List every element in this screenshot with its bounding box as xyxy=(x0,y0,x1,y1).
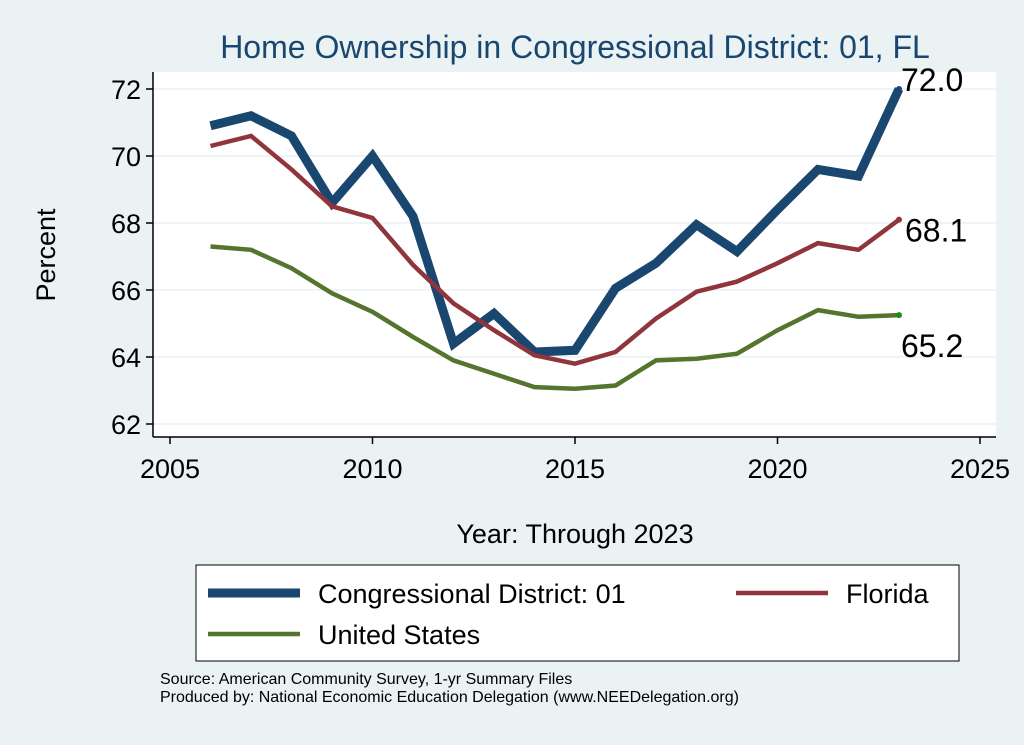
end-label-congressional-district-01: 72.0 xyxy=(901,62,963,98)
legend-label-united-states: United States xyxy=(318,620,480,650)
gridlines xyxy=(153,88,996,425)
legend-label-congressional-district-01: Congressional District: 01 xyxy=(318,579,626,609)
series-line-congressional-district-01 xyxy=(209,87,904,357)
series-end-point-florida xyxy=(896,216,902,223)
end-label-united-states: 65.2 xyxy=(901,328,963,364)
y-axis-ticks: 62 64 66 68 70 72 xyxy=(111,75,153,440)
x-tick-label-2005: 2005 xyxy=(140,454,200,484)
produced-by-note: Produced by: National Economic Education… xyxy=(160,689,739,706)
end-label-florida: 68.1 xyxy=(905,213,967,249)
end-labels: 72.0 68.1 65.2 xyxy=(901,62,967,364)
legend-box xyxy=(195,564,960,662)
x-tick-label-2025: 2025 xyxy=(950,454,1010,484)
y-tick-label-66: 66 xyxy=(111,276,141,306)
x-tick-label-2015: 2015 xyxy=(545,454,605,484)
series-group xyxy=(209,86,904,392)
y-axis-label: Percent xyxy=(31,208,61,302)
y-tick-label-64: 64 xyxy=(111,343,141,373)
y-tick-label-70: 70 xyxy=(111,142,141,172)
x-axis-label: Year: Through 2023 xyxy=(456,519,693,549)
y-tick-label-62: 62 xyxy=(111,410,141,440)
x-tick-label-2010: 2010 xyxy=(342,454,402,484)
chart-title: Home Ownership in Congressional District… xyxy=(220,29,930,65)
series-end-point-united-states xyxy=(896,312,902,319)
x-tick-label-2020: 2020 xyxy=(747,454,807,484)
footer: Source: American Community Survey, 1-yr … xyxy=(160,671,739,707)
legend-label-florida: Florida xyxy=(846,579,930,609)
legend: Congressional District: 01 Florida United … xyxy=(208,579,930,650)
x-axis-ticks: 2005 2010 2015 2020 2025 xyxy=(140,437,1010,484)
source-note: Source: American Community Survey, 1-yr … xyxy=(160,671,573,688)
series-line-florida xyxy=(209,133,901,367)
y-tick-label-68: 68 xyxy=(111,209,141,239)
series-end-point-congressional-district-01 xyxy=(896,86,902,92)
series-line-united-states xyxy=(210,244,900,392)
y-tick-label-72: 72 xyxy=(111,75,141,105)
